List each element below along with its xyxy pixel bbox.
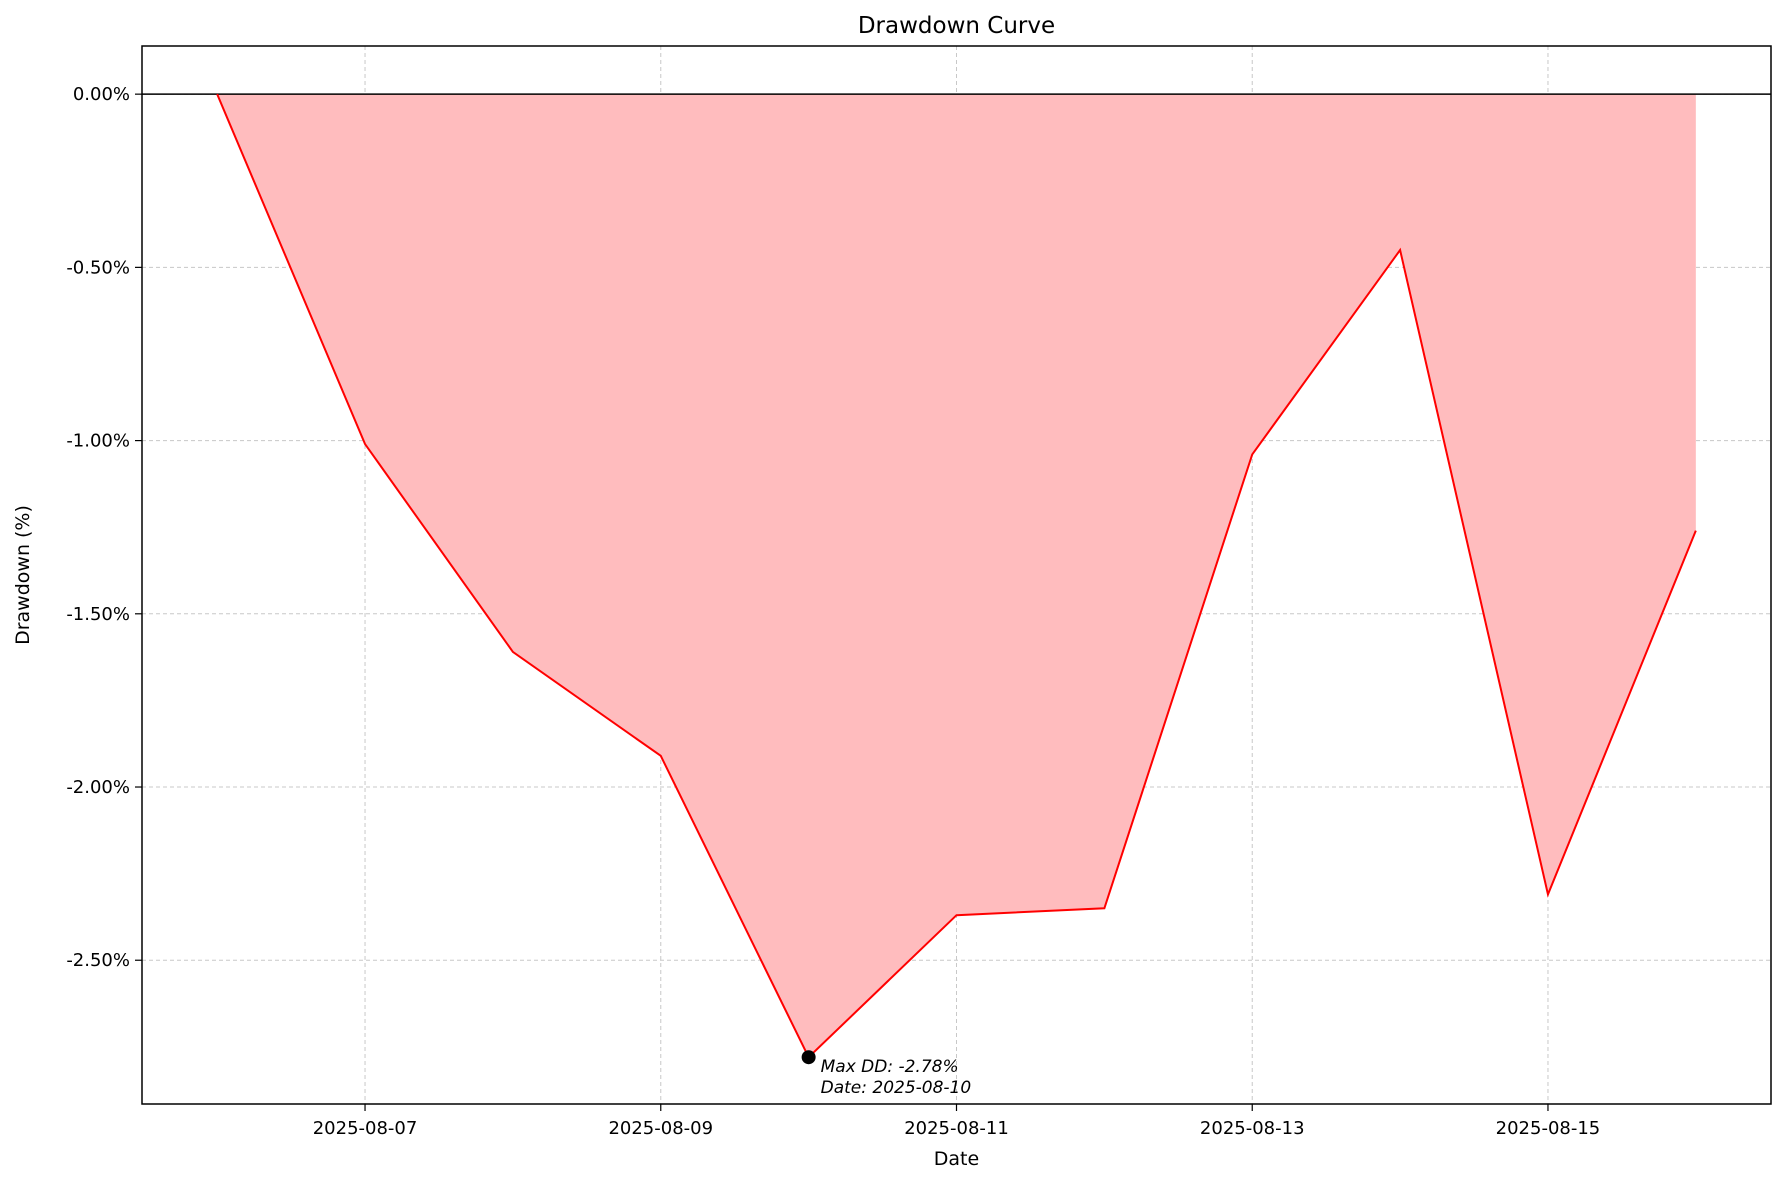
y-tick-label: 0.00%	[73, 84, 130, 105]
max-dd-point	[801, 1050, 816, 1065]
x-tick-label: 2025-08-11	[904, 1118, 1009, 1139]
drawdown-series-line	[216, 93, 1697, 1059]
drawdown-line	[216, 93, 1697, 1059]
x-axis-label: Date	[934, 1148, 979, 1170]
y-axis-ticks: 0.00% -0.50% -1.00% -1.50% -2.00% -2.50%	[66, 84, 142, 971]
max-dd-annotation-value: Max DD: -2.78%	[821, 1057, 959, 1077]
y-tick-label: -1.50%	[66, 604, 130, 625]
drawdown-area	[217, 94, 1696, 1058]
x-tick-label: 2025-08-15	[1496, 1118, 1601, 1139]
drawdown-fill	[217, 94, 1696, 1058]
x-tick-label: 2025-08-13	[1200, 1118, 1305, 1139]
y-tick-label: -0.50%	[66, 257, 130, 278]
chart-title: Drawdown Curve	[858, 13, 1055, 39]
x-axis-ticks: 2025-08-07 2025-08-09 2025-08-11 2025-08-13…	[313, 1104, 1601, 1139]
y-axis-label: Drawdown (%)	[12, 505, 34, 645]
max-drawdown-marker	[801, 1050, 816, 1065]
x-tick-label: 2025-08-07	[313, 1118, 418, 1139]
x-tick-label: 2025-08-09	[608, 1118, 713, 1139]
max-dd-annotation-date: Date: 2025-08-10	[821, 1078, 972, 1098]
y-tick-label: -1.00%	[66, 431, 130, 452]
y-tick-label: -2.50%	[66, 950, 130, 971]
y-tick-label: -2.00%	[66, 777, 130, 798]
